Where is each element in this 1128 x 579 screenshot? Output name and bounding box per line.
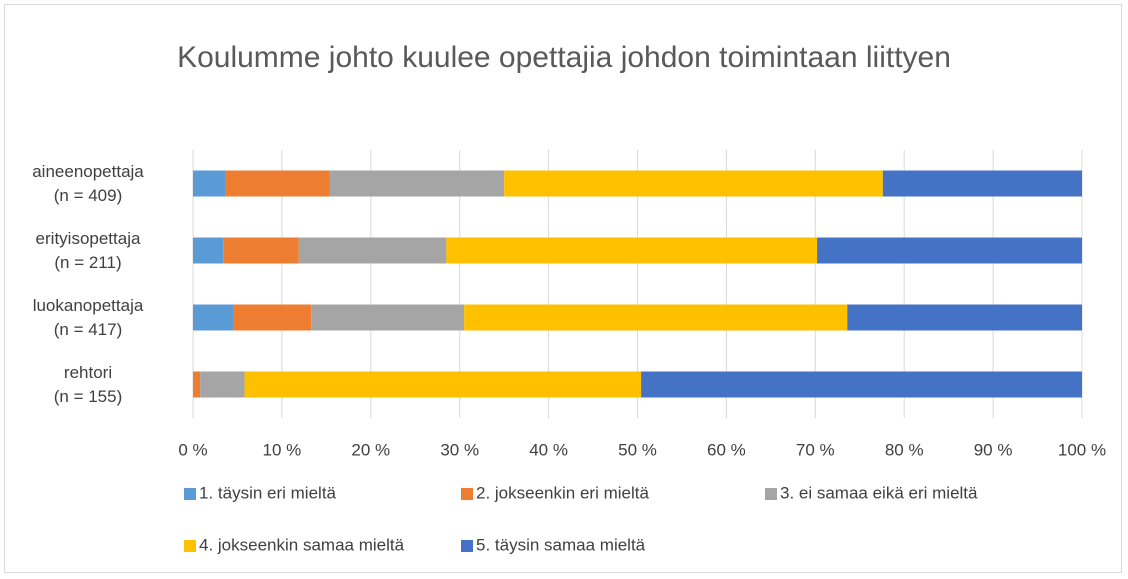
y-tick-label: erityisopettaja (n = 211) bbox=[35, 228, 141, 272]
x-tick-label: 10 % bbox=[263, 440, 302, 459]
y-tick-label: luokanopettaja (n = 417) bbox=[32, 295, 144, 339]
legend-label: 1. täysin eri mieltä bbox=[199, 483, 337, 502]
bar-segment bbox=[225, 170, 330, 197]
bar-segment bbox=[193, 237, 224, 264]
chart-title: Koulumme johto kuulee opettajia johdon t… bbox=[177, 41, 951, 74]
legend-label: 2. jokseenkin eri mieltä bbox=[476, 483, 649, 502]
bar-segment bbox=[193, 304, 234, 331]
legend-swatch bbox=[461, 488, 473, 500]
x-tick-label: 30 % bbox=[440, 440, 479, 459]
x-tick-label: 60 % bbox=[707, 440, 746, 459]
bar-segment bbox=[882, 170, 1082, 197]
legend-label: 5. täysin samaa mieltä bbox=[476, 535, 646, 554]
x-tick-label: 20 % bbox=[351, 440, 390, 459]
bar-segment bbox=[504, 170, 883, 197]
x-tick-label: 40 % bbox=[529, 440, 568, 459]
legend-swatch bbox=[461, 540, 473, 552]
legend-label: 3. ei samaa eikä eri mieltä bbox=[780, 483, 978, 502]
bar-segment bbox=[244, 371, 642, 398]
x-tick-label: 70 % bbox=[796, 440, 835, 459]
chart-frame bbox=[4, 4, 1122, 573]
bar-segment bbox=[298, 237, 447, 264]
bar-segment bbox=[233, 304, 312, 331]
bar-segment bbox=[311, 304, 465, 331]
legend-swatch bbox=[184, 540, 196, 552]
y-tick-label: rehtori (n = 155) bbox=[53, 362, 123, 406]
legend-label: 4. jokseenkin samaa mieltä bbox=[199, 535, 405, 554]
x-tick-label: 50 % bbox=[618, 440, 657, 459]
bar-segment bbox=[223, 237, 299, 264]
x-tick-label: 100 % bbox=[1058, 440, 1106, 459]
bar-segment bbox=[847, 304, 1082, 331]
bar-segment bbox=[641, 371, 1082, 398]
legend-swatch bbox=[184, 488, 196, 500]
x-tick-label: 90 % bbox=[974, 440, 1013, 459]
bar-segment bbox=[817, 237, 1082, 264]
legend-swatch bbox=[765, 488, 777, 500]
y-tick-label: aineenopettaja (n = 409) bbox=[32, 161, 144, 205]
bar-segment bbox=[329, 170, 505, 197]
bar-segment bbox=[193, 170, 226, 197]
bar-segment bbox=[193, 371, 201, 398]
x-tick-label: 0 % bbox=[178, 440, 207, 459]
bar-segment bbox=[200, 371, 245, 398]
x-tick-label: 80 % bbox=[885, 440, 924, 459]
bar-segment bbox=[446, 237, 818, 264]
bar-segment bbox=[464, 304, 848, 331]
